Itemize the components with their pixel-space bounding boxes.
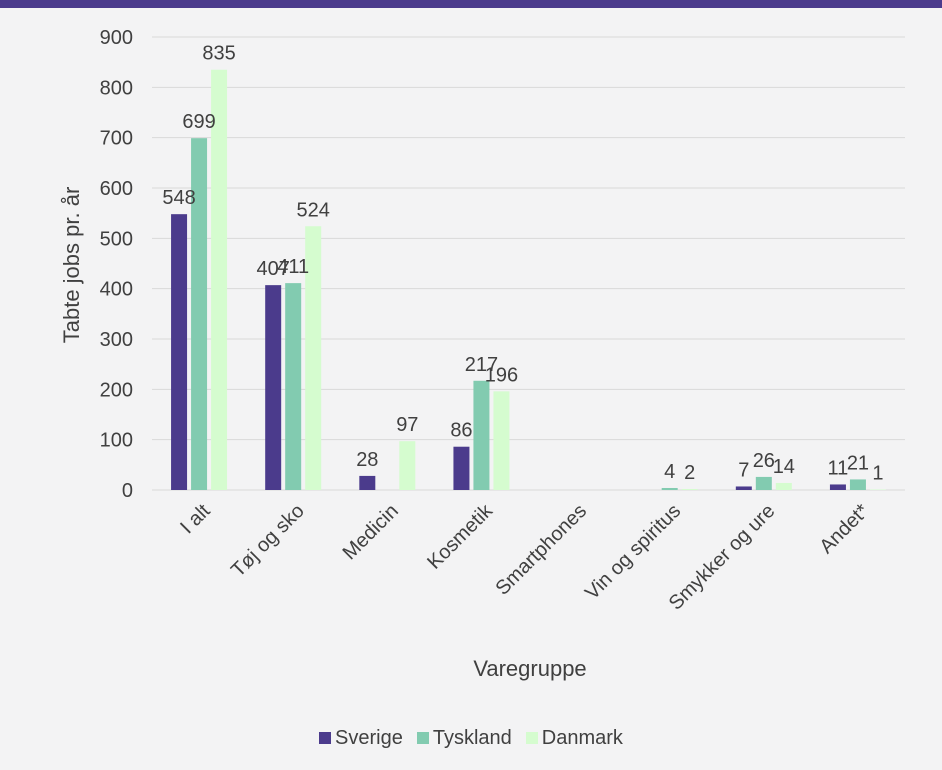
legend-item-tyskland: Tyskland [416,726,512,750]
y-tick-label: 700 [100,128,133,150]
legend-label-danmark: Danmark [541,726,623,749]
bar-danmark-0 [211,69,228,490]
y-tick-label: 900 [100,27,133,49]
bar-tyskland-1 [285,283,302,490]
bar-tyskland-6 [755,476,772,490]
data-label: 7 [738,459,749,481]
data-label: 28 [356,449,378,471]
data-label: 524 [297,199,330,221]
legend-swatch-tyskland [416,732,429,744]
data-label: 217 [465,354,498,376]
header-bar [0,0,942,8]
data-label: 86 [450,420,472,442]
bar-danmark-5 [681,488,698,490]
data-label: 2 [684,462,695,484]
bar-sverige-3 [453,446,470,490]
bar-sverige-1 [265,285,282,490]
data-label: 548 [162,187,195,209]
x-tick-label: Andet* [815,500,873,558]
data-label: 14 [773,456,795,478]
data-label: 26 [753,450,775,472]
bar-danmark-1 [305,226,322,490]
data-label: 835 [202,43,235,65]
x-tick-label: I alt [176,500,215,539]
y-tick-label: 800 [100,77,133,99]
y-tick-label: 0 [122,480,133,502]
data-label: 4 [664,461,675,483]
legend-label-tyskland: Tyskland [432,726,512,749]
bar-tyskland-7 [849,479,866,490]
legend-item-sverige: Sverige [319,727,403,750]
y-axis-ticks: 0 100 200 300 400 500 600 700 800 900 [100,27,133,502]
data-label: 97 [396,414,418,436]
data-label: 699 [182,111,215,133]
bar-tyskland-5 [661,487,678,490]
data-label: 411 [277,256,309,278]
y-tick-label: 400 [100,279,133,301]
x-tick-label: Vin og spiritus [581,500,685,604]
chart-area: 0 100 200 300 400 500 600 700 800 900 548 699 835 40… [0,8,942,765]
x-tick-label: Tøj og sko [227,500,309,582]
x-axis-ticks: I alt Tøj og sko Medicin KosmetikSmartphone… [176,499,873,614]
bar-danmark-6 [775,482,792,490]
x-axis-title: Varegruppe [473,656,586,681]
x-tick-label: Smartphones [491,500,591,600]
data-label: 21 [847,452,869,474]
bar-sverige-0 [171,214,188,490]
bar-danmark-7 [869,489,886,490]
y-tick-label: 600 [100,178,133,200]
bar-danmark-3 [493,391,510,490]
bar-sverige-6 [735,486,752,490]
legend-swatch-danmark [525,732,538,744]
data-label: 11 [828,457,849,479]
bar-tyskland-0 [191,138,208,491]
legend-swatch-sverige [319,732,332,744]
y-tick-label: 300 [100,329,133,351]
x-tick-label: Kosmetik [423,499,497,573]
bar-sverige-7 [829,484,846,490]
bar-tyskland-3 [473,380,490,490]
bars [171,69,886,491]
legend-item-danmark: Danmark [525,726,623,750]
y-tick-label: 100 [100,430,133,452]
y-tick-label: 500 [100,228,133,250]
y-axis-title: Tabte jobs pr. år [59,187,84,344]
bar-danmark-2 [399,441,416,490]
data-label: 1 [872,462,883,484]
legend-label-sverige: Sverige [335,726,403,749]
bar-sverige-2 [359,475,376,490]
x-tick-label: Medicin [339,500,403,564]
data-label: 196 [485,364,518,386]
data-label: 407 [257,258,290,280]
y-tick-label: 200 [100,379,133,401]
legend: Sverige Tyskland Danmark [0,723,942,753]
